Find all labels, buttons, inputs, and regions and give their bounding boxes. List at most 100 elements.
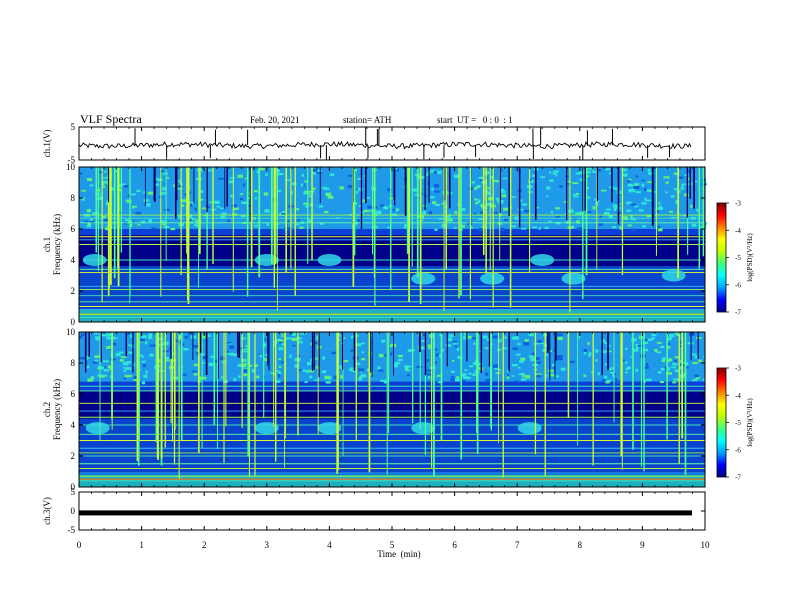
ch1-spectrogram-hiss-speck (357, 177, 363, 181)
ch2-spectrogram-hiss-speck (397, 354, 404, 358)
ch1-spectrogram-hiss-speck (137, 223, 141, 226)
ch2-spectrogram-hiss-speck (264, 358, 268, 362)
ch1-spectrogram-hiss-speck (619, 226, 622, 230)
ch2-spectrogram-hiss-speck (542, 348, 546, 352)
ch1-spectrogram-hiss-speck (104, 227, 109, 231)
ch2-spectrogram-hiss-speck (99, 375, 105, 378)
ch1-spectrogram-hiss-speck (188, 214, 193, 218)
ch2-spectrogram-hiss-speck (535, 357, 540, 360)
ch2-spectrogram-hiss-speck (454, 378, 460, 382)
ch2-spectrogram-hiss-speck (123, 366, 126, 369)
ch2-spectrogram-hiss-speck (202, 335, 208, 339)
ch2-spectrogram-hiss-speck (115, 353, 121, 357)
ch3-waveform-ytick-label: 5 (71, 487, 76, 497)
ch1-spectrogram-emission-spot (661, 269, 686, 282)
ch1-spectrogram-hiss-speck (124, 219, 131, 222)
ch1-spectrogram-hiss-speck (423, 209, 426, 213)
ch1-spectrogram-hiss-speck (615, 205, 619, 209)
ch1-spectrogram-hiss-speck (354, 169, 358, 172)
ch2-spectrogram-hiss-speck (536, 374, 542, 378)
ch2-spectrogram-hiss-speck (675, 332, 680, 337)
ch2-spectrogram-hiss-speck (328, 376, 332, 380)
ch2-spectrogram-hiss-speck (123, 377, 127, 380)
ch2-spectrogram-hiss-speck (309, 375, 313, 379)
ch1-spectrogram-hiss-speck (323, 187, 330, 190)
ch1-spectrogram-hiss-speck (239, 193, 244, 196)
ch2-spectrogram-hiss-speck (517, 342, 521, 346)
ch1-spectrogram-hiss-speck (102, 180, 108, 184)
ch1-spectrogram-hiss-speck (86, 178, 93, 182)
ch1-spectrogram-hiss-speck (312, 187, 316, 190)
ch2-spectrogram-hiss-speck (469, 365, 474, 368)
ch1-spectrogram-hiss-speck (301, 173, 304, 177)
ch1-spectrogram-hiss-speck (492, 211, 498, 214)
ch2-spectrogram-hiss-speck (689, 332, 695, 336)
ch1-spectrogram-hiss-speck (470, 181, 476, 184)
ch1-spectrogram-hiss-speck (103, 218, 110, 222)
ch1-spectrogram-hiss-speck (579, 178, 585, 181)
ch2-spectrogram-hiss-speck (140, 338, 145, 342)
ch1-spectrogram-hiss-speck (232, 207, 239, 210)
ch1-spectrogram-hiss-speck (195, 224, 201, 227)
ch1-waveform-ylabel: ch.1(V) (42, 130, 52, 158)
ch2-spectrogram-hiss-speck (355, 343, 362, 347)
ch2-spectrogram-hiss-speck (233, 378, 237, 382)
ch2-spectrogram-hiss-speck (106, 333, 112, 337)
ch1-spectrogram-hiss-speck (600, 189, 607, 192)
ch1-spectrogram-hiss-speck (675, 200, 678, 204)
ch1-spectrogram-hiss-speck (441, 202, 445, 205)
x-tick-label: 2 (202, 540, 207, 550)
ch1-spectrogram-hiss-speck (108, 173, 112, 177)
ch1-spectrogram-hiss-speck (329, 173, 335, 177)
x-tick-label: 1 (139, 540, 144, 550)
ch1-spectrogram-hiss-speck (160, 220, 167, 224)
ch2-spectrogram-hiss-speck (128, 351, 134, 354)
x-tick-label: 8 (578, 540, 583, 550)
ch1-spectrogram-hiss-speck (642, 225, 646, 228)
ch2-spectrogram-hiss-speck (85, 365, 90, 369)
ch2-spectrogram-hiss-speck (314, 341, 319, 345)
ch1-spectrogram-hiss-speck (627, 178, 632, 181)
ch2-spectrogram-hiss-speck (478, 362, 483, 366)
ch1-spectrogram-hiss-speck (644, 187, 647, 192)
ch1-spectrogram-hiss-speck (499, 227, 505, 231)
ch1-spectrogram-hiss-speck (383, 206, 387, 210)
ch2-spectrogram-hiss-speck (230, 352, 235, 356)
ch1-spectrogram-hiss-speck (129, 223, 133, 227)
ch2-spectrogram-hiss-speck (92, 360, 98, 364)
ch2-spectrogram-hiss-speck (639, 354, 646, 358)
ch1-spectrogram-hiss-speck (669, 210, 673, 213)
ch1-spectrogram-ylabel-channel: ch.1 (42, 237, 52, 252)
ch1-spectrogram-hiss-speck (219, 207, 224, 210)
ch1-spectrogram-hiss-speck (442, 197, 445, 200)
ch1-colorbar: -3 -4 -5 -6 -7 log(PSD)(V²/Hz) (716, 200, 754, 317)
ch1-spectrogram-hiss-speck (201, 207, 207, 210)
ch1-spectrogram-hiss-speck (500, 190, 506, 194)
ch2-spectrogram-hiss-speck (630, 356, 634, 358)
ch2-spectrogram-hiss-speck (604, 375, 607, 379)
ch1-spectrogram-hiss-speck (195, 219, 202, 222)
ch1-spectrogram-hiss-speck (359, 211, 365, 214)
ch1-spectrogram-hiss-speck (631, 188, 636, 192)
ch1-spectrogram-hiss-speck (645, 199, 652, 202)
ch1-spectrogram-hiss-speck (575, 212, 582, 215)
ch2-spectrogram-hiss-speck (139, 340, 146, 343)
ch2-spectrogram-hiss-speck (583, 348, 587, 352)
ch2-spectrogram-hiss-speck (553, 366, 556, 370)
ch2-spectrogram-hiss-speck (380, 379, 386, 382)
ch1-spectrogram-hiss-speck (434, 228, 438, 231)
ch1-spectrogram-hiss-speck (101, 182, 105, 186)
ch2-spectrogram-hiss-speck (190, 335, 197, 339)
ch2-spectrogram-hiss-speck (520, 357, 526, 361)
ch2-spectrogram-hiss-speck (506, 376, 510, 379)
ch1-spectrogram-hiss-speck (240, 197, 243, 200)
ch1-spectrogram-hiss-speck (178, 214, 182, 218)
ch2-spectrogram-hiss-speck (497, 340, 502, 343)
ch2-spectrogram-hiss-speck (671, 366, 676, 369)
ch2-spectrogram-hiss-speck (450, 375, 455, 378)
ch1-spectrogram-hiss-speck (205, 205, 211, 208)
ch2-spectrogram-hiss-speck (597, 372, 600, 376)
ch2-spectrogram-hiss-speck (178, 335, 183, 339)
ch1-spectrogram-hiss-speck (647, 181, 653, 184)
ch2-spectrogram-hiss-speck (557, 357, 563, 361)
